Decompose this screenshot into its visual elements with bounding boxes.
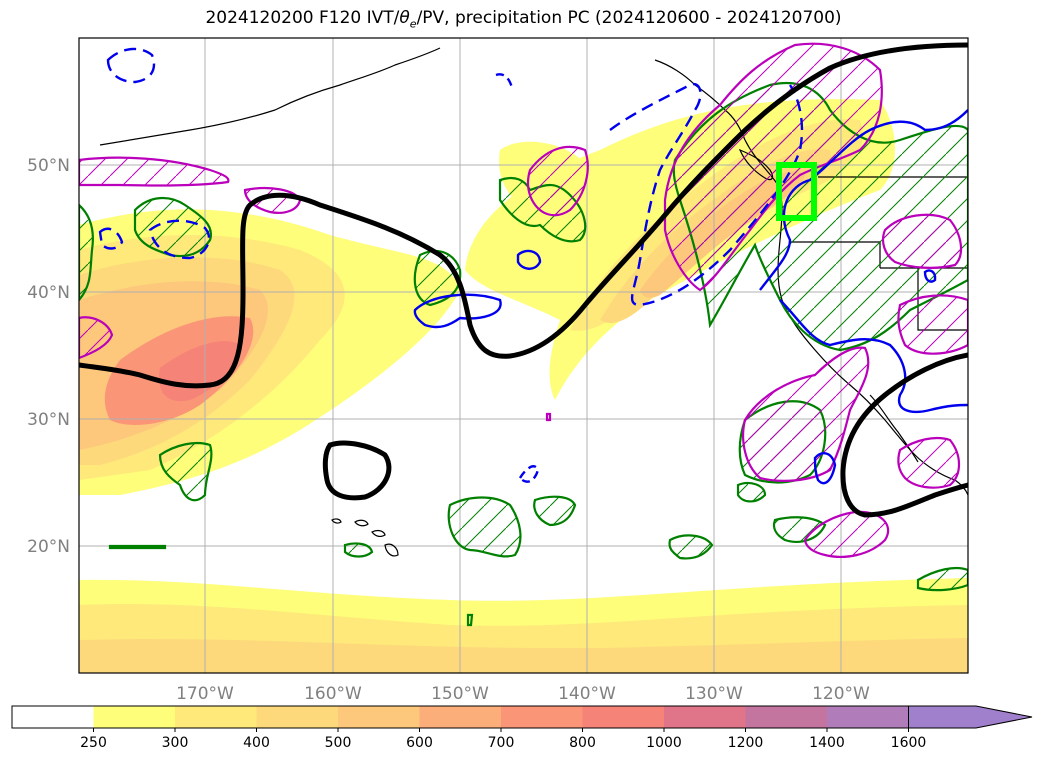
precip-green-bar (108, 544, 167, 550)
colorbar-outline (11, 705, 909, 729)
theta-e-contours (79, 42, 968, 518)
target-region-box (776, 162, 817, 221)
colorbar-tick-label: 1600 (891, 735, 927, 751)
theta-e-sub-loop (322, 440, 392, 501)
precip-magenta (79, 42, 968, 558)
precip-green-s-2 (533, 495, 577, 527)
precip-green-se-4 (736, 481, 767, 503)
colorbar-tick-label: 250 (80, 735, 107, 751)
pv-dashed-w (148, 219, 211, 260)
precip-green-s-4 (343, 542, 374, 558)
theta-e-se (840, 352, 968, 518)
lat-label-50: 50°N (27, 156, 70, 176)
lon-label-140w: 140°W (558, 684, 616, 704)
pv-solid-mid2 (516, 249, 542, 270)
precip-magenta-dot (545, 412, 552, 422)
lat-label-40: 40°N (27, 283, 70, 303)
precip-green-se-3 (916, 566, 968, 592)
colorbar-segment (12, 706, 94, 728)
pv-solid-se (779, 299, 968, 414)
colorbar-tick-label: 600 (406, 735, 433, 751)
colorbar-tick-label: 1200 (728, 735, 764, 751)
colorbar-segment (664, 706, 746, 728)
colorbar-segment (175, 706, 257, 728)
precip-magenta-se2 (803, 510, 890, 558)
precip-magenta-mid (526, 145, 589, 217)
precip-magenta-pnw (663, 42, 883, 292)
colorbar-segment (419, 706, 502, 728)
hawaii-island-1 (331, 518, 342, 524)
precip-magenta-se3 (897, 436, 961, 489)
theta-e-main (79, 42, 968, 389)
lon-label-170w: 170°W (176, 684, 234, 704)
pv-solid-small (923, 269, 937, 283)
colorbar-tick-label: 700 (488, 735, 515, 751)
title-theta: θ (399, 8, 410, 28)
colorbar-segment (582, 706, 665, 728)
lat-labels: 50°N 40°N 30°N 20°N (27, 156, 70, 557)
lon-label-130w: 130°W (685, 684, 743, 704)
colorbar-extend-arrow (908, 705, 1033, 729)
map-panel (79, 38, 968, 673)
colorbar: 250 300 400 500 600 700 800 1000 1200 1400 1600 (11, 705, 1033, 751)
precip-green-sw (158, 441, 213, 502)
pv-solid-se2 (813, 452, 837, 485)
ivt-band-south-core (79, 638, 968, 673)
colorbar-segment (501, 706, 583, 728)
colorbar-tick-label: 1400 (809, 735, 845, 751)
lon-label-160w: 160°W (304, 684, 362, 704)
precip-green-edge (79, 203, 94, 302)
colorbar-segment (827, 706, 909, 728)
pv-dashed-small (518, 465, 540, 483)
precip-magenta-e (881, 213, 963, 269)
pv-dashed-w2 (98, 227, 124, 250)
precip-green-s-3 (668, 534, 714, 560)
lon-label-120w: 120°W (812, 684, 870, 704)
colorbar-tick-label: 300 (162, 735, 189, 751)
hawaii-island-3 (371, 529, 386, 538)
hawaii-island-4 (384, 543, 399, 557)
colorbar-tick-label: 500 (325, 735, 352, 751)
colorbar-tick-label: 800 (569, 735, 596, 751)
precip-green-s-1 (447, 496, 522, 558)
hawaii-island-2 (354, 519, 369, 527)
lon-labels: 170°W 160°W 150°W 140°W 130°W 120°W (176, 684, 870, 704)
colorbar-segment (256, 706, 339, 728)
title-suffix: /PV, precipitation PC (2024120600 - 2024… (416, 8, 842, 28)
lat-label-20: 20°N (27, 537, 70, 557)
map-title: 2024120200 F120 IVT/θe/PV, precipitation… (0, 8, 1047, 30)
pv-contours (98, 47, 968, 485)
colorbar-segment (338, 706, 420, 728)
precip-magenta-e2 (897, 294, 968, 355)
lon-label-150w: 150°W (431, 684, 489, 704)
pv-dashed-east (609, 82, 804, 307)
precip-green-dot (466, 613, 474, 627)
colorbar-tick-label: 400 (243, 735, 270, 751)
pv-solid-east (759, 109, 968, 291)
map-border (78, 37, 969, 674)
title-prefix: 2024120200 F120 IVT/ (205, 8, 400, 28)
colorbar-tick-label: 1000 (646, 735, 682, 751)
pv-dashed-small2 (495, 73, 514, 89)
precip-magenta-nw (79, 156, 230, 187)
colorbar-segment (745, 706, 828, 728)
alaska-coast (99, 47, 441, 146)
pv-dashed-nw (106, 47, 156, 84)
lat-label-30: 30°N (27, 410, 70, 430)
colorbar-segment (93, 706, 176, 728)
precip-magenta-se (742, 346, 870, 482)
title-theta-sub: e (409, 17, 417, 31)
precip-magenta-west (79, 316, 114, 360)
